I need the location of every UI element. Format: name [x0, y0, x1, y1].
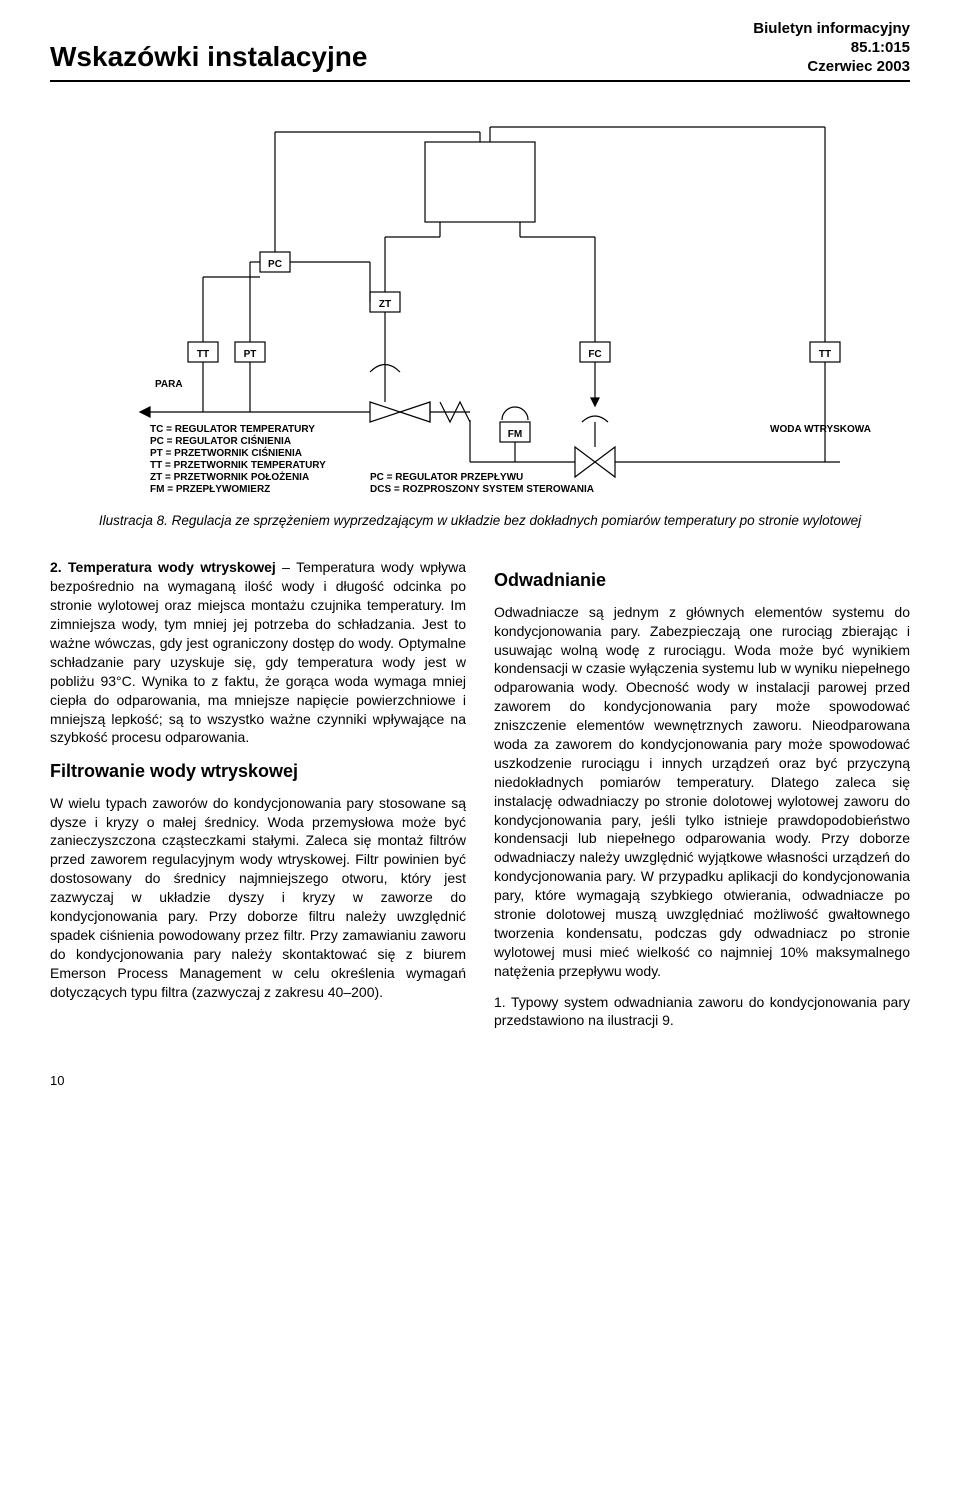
paragraph-drainage: Odwadniacze są jednym z głównych element… — [494, 603, 910, 981]
left-column: 2. Temperatura wody wtryskowej – Tempera… — [50, 558, 466, 1042]
svg-text:FM = PRZEPŁYWOMIERZ: FM = PRZEPŁYWOMIERZ — [150, 484, 270, 495]
bulletin-date: Czerwiec 2003 — [753, 58, 910, 77]
page-title: Wskazówki instalacyjne — [50, 38, 367, 76]
svg-text:FM: FM — [508, 429, 522, 440]
section-heading-filtering: Filtrowanie wody wtryskowej — [50, 759, 466, 783]
svg-text:DCS = ROZPROSZONY SYSTEM STERO: DCS = ROZPROSZONY SYSTEM STEROWANIA — [370, 484, 594, 495]
svg-text:TT: TT — [819, 349, 831, 360]
control-diagram: PC ZT TT PT FC TT FM — [70, 102, 890, 502]
right-column: Odwadnianie Odwadniacze są jednym z głów… — [494, 558, 910, 1042]
svg-text:ZT: ZT — [379, 299, 391, 310]
svg-text:PARA: PARA — [155, 379, 183, 390]
paragraph-temp-water: 2. Temperatura wody wtryskowej – Tempera… — [50, 558, 466, 747]
svg-text:WODA WTRYSKOWA: WODA WTRYSKOWA — [770, 424, 871, 435]
svg-text:PC = REGULATOR CIŚNIENIA: PC = REGULATOR CIŚNIENIA — [150, 434, 291, 447]
diagram-figure: PC ZT TT PT FC TT FM — [50, 102, 910, 502]
paragraph-drainage-ref: 1. Typowy system odwadniania zaworu do k… — [494, 993, 910, 1031]
figure-caption: Ilustracja 8. Regulacja ze sprzężeniem w… — [50, 512, 910, 530]
svg-text:PC: PC — [268, 259, 282, 270]
bulletin-ref: 85.1:015 — [753, 39, 910, 58]
svg-text:PC = REGULATOR PRZEPŁYWU: PC = REGULATOR PRZEPŁYWU — [370, 472, 523, 483]
svg-text:PT = PRZETWORNIK CIŚNIENIA: PT = PRZETWORNIK CIŚNIENIA — [150, 446, 302, 459]
body-columns: 2. Temperatura wody wtryskowej – Tempera… — [50, 558, 910, 1042]
bulletin-block: Biuletyn informacyjny 85.1:015 Czerwiec … — [753, 20, 910, 76]
section-heading-drainage: Odwadnianie — [494, 568, 910, 592]
svg-text:TT = PRZETWORNIK TEMPERATURY: TT = PRZETWORNIK TEMPERATURY — [150, 460, 326, 471]
svg-text:TC = REGULATOR TEMPERATURY: TC = REGULATOR TEMPERATURY — [150, 424, 315, 435]
lead-in: 2. Temperatura wody wtryskowej — [50, 559, 276, 575]
svg-text:FC: FC — [588, 349, 601, 360]
paragraph-filtering: W wielu typach zaworów do kondycjonowani… — [50, 794, 466, 1002]
svg-text:TT: TT — [197, 349, 209, 360]
page-number: 10 — [50, 1072, 910, 1090]
svg-text:ZT = PRZETWORNIK POŁOŻENIA: ZT = PRZETWORNIK POŁOŻENIA — [150, 470, 309, 483]
svg-text:PT: PT — [244, 349, 257, 360]
p1-text: – Temperatura wody wpływa bezpośrednio n… — [50, 559, 466, 745]
page-header: Wskazówki instalacyjne Biuletyn informac… — [50, 20, 910, 82]
bulletin-name: Biuletyn informacyjny — [753, 20, 910, 39]
